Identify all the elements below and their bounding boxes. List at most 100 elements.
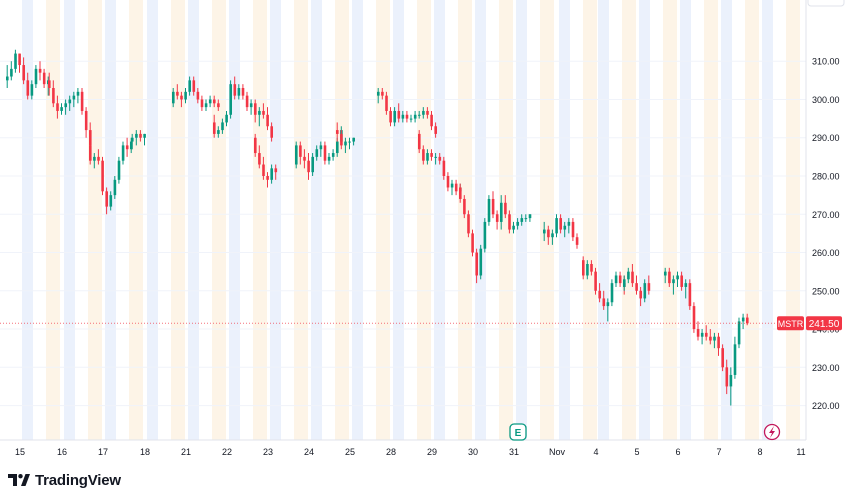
candle-down: [340, 133, 343, 146]
candle-down: [467, 214, 470, 234]
flash-event-icon[interactable]: [763, 423, 781, 441]
candle-up: [487, 198, 491, 222]
candle-down: [262, 110, 265, 115]
x-tick-label: 5: [634, 447, 639, 457]
last-price-tag: [806, 316, 842, 331]
candle-down: [590, 264, 593, 272]
candle-down: [430, 114, 433, 127]
candle-up: [543, 229, 546, 234]
candle-up: [258, 110, 261, 115]
premarket-band: [559, 0, 570, 440]
candle-up: [664, 271, 667, 276]
candle-up: [319, 145, 323, 150]
time-axis[interactable]: 15 16 17 18 21 22 23 24 25 28 29 30 31 Nov 4 5 6 7 8 11: [15, 447, 806, 457]
candle-down: [89, 145, 92, 161]
x-tick-label: 30: [468, 447, 478, 457]
candle-up: [229, 84, 232, 115]
candle-up: [672, 279, 675, 284]
candle-down: [709, 336, 712, 341]
postmarket-band: [253, 0, 267, 440]
x-tick-label: 23: [263, 447, 273, 457]
postmarket-band: [663, 0, 677, 440]
candle-up: [483, 221, 487, 249]
premarket-band: [639, 0, 650, 440]
candle-down: [721, 348, 724, 368]
x-tick-label: 25: [345, 447, 355, 457]
candle-down: [266, 114, 269, 127]
candle-up: [6, 76, 9, 81]
tradingview-brand[interactable]: TradingView: [8, 472, 121, 489]
candle-down: [446, 176, 450, 188]
x-tick-label: 6: [675, 447, 680, 457]
candle-down: [241, 88, 245, 96]
premarket-band: [680, 0, 691, 440]
candle-down: [262, 164, 265, 176]
candle-down: [52, 88, 55, 104]
candle-down: [463, 198, 466, 215]
earnings-marker[interactable]: E: [509, 423, 527, 441]
x-tick-label: 16: [57, 447, 67, 457]
y-tick-label: 290.00: [812, 133, 840, 143]
candle-up: [121, 145, 125, 161]
postmarket-band: [786, 0, 800, 440]
premarket-band: [475, 0, 486, 440]
x-tick-label: 31: [509, 447, 519, 457]
candle-down: [200, 99, 204, 108]
postmarket-band: [745, 0, 759, 440]
candle-down: [266, 176, 269, 180]
candle-down: [254, 103, 257, 115]
candle-up: [331, 153, 335, 157]
x-tick-label: Nov: [549, 447, 566, 457]
earnings-marker-letter: E: [515, 428, 522, 439]
candle-up: [409, 118, 413, 120]
candle-down: [635, 283, 638, 291]
candle-up: [348, 141, 351, 143]
candle-up: [729, 374, 733, 387]
postmarket-band: [458, 0, 472, 440]
premarket-band: [393, 0, 404, 440]
candle-up: [270, 168, 273, 180]
candle-down: [385, 95, 388, 111]
candle-down: [56, 103, 59, 111]
candle-up: [327, 156, 331, 161]
postmarket-band: [376, 0, 390, 440]
postmarket-band: [622, 0, 636, 440]
candle-down: [692, 306, 696, 330]
candle-down: [418, 133, 421, 150]
candle-up: [68, 99, 72, 104]
top-right-control[interactable]: [807, 0, 845, 7]
candle-up: [10, 68, 13, 77]
candle-up: [130, 141, 133, 150]
candle-up: [567, 221, 571, 226]
grid-lines: [0, 60, 806, 407]
candle-down: [18, 53, 21, 66]
x-tick-label: 17: [98, 447, 108, 457]
x-tick-label: 22: [222, 447, 232, 457]
candle-up: [733, 344, 737, 375]
candle-up: [352, 137, 355, 142]
candle-up: [336, 141, 339, 154]
candle-down: [42, 72, 46, 85]
candle-up: [555, 218, 558, 234]
candle-up: [422, 110, 425, 115]
candle-up: [60, 107, 63, 111]
candle-down: [430, 153, 433, 157]
candle-up: [676, 275, 679, 280]
candle-up: [713, 336, 716, 341]
candle-up: [113, 179, 117, 196]
premarket-band: [22, 0, 33, 440]
candle-down: [582, 260, 585, 276]
candle-up: [741, 317, 745, 322]
candle-down: [491, 198, 495, 215]
price-axis[interactable]: 220.00230.00240.00250.00260.00270.00280.…: [812, 57, 840, 411]
candle-down: [48, 80, 51, 88]
candle-down: [80, 91, 84, 111]
candle-up: [623, 279, 626, 287]
candle-down: [233, 84, 237, 96]
candle-up: [14, 53, 17, 69]
candle-up: [528, 214, 532, 219]
candle-down: [647, 283, 651, 291]
x-tick-label: 24: [304, 447, 314, 457]
candle-up: [614, 275, 618, 284]
